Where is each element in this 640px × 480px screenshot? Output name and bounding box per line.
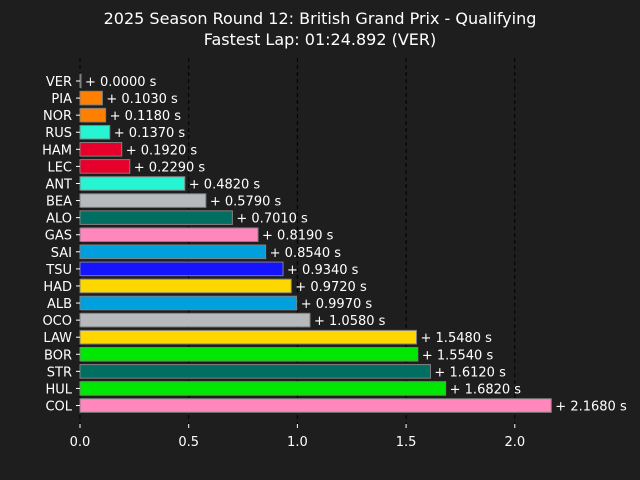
x-tick-label: 0.5: [178, 435, 199, 450]
data-label: + 0.9340 s: [287, 263, 359, 278]
category-label: HAD: [43, 280, 72, 295]
data-label: + 0.1370 s: [114, 126, 186, 141]
bar: [79, 227, 259, 243]
category-label: HAM: [42, 143, 72, 158]
data-label: + 0.2290 s: [134, 160, 206, 175]
category-label: ALB: [47, 297, 72, 312]
data-label: + 0.5790 s: [210, 195, 282, 210]
bar: [79, 107, 107, 123]
x-tick-label: 1.5: [396, 435, 417, 450]
data-label: + 0.7010 s: [236, 212, 308, 227]
category-labels: VER PIA NOR RUS HAM LEC ANT BEA ALO GAS SAI TSU HAD A…: [42, 75, 80, 415]
bar: [79, 398, 552, 413]
bar: [79, 176, 186, 191]
chart-subtitle: Fastest Lap: 01:24.892 (VER): [204, 30, 437, 49]
bar: [79, 193, 207, 208]
data-label: + 0.8540 s: [270, 246, 342, 261]
category-label: ANT: [45, 177, 72, 192]
category-label: OCO: [42, 314, 72, 329]
bar: [79, 381, 447, 396]
category-label: BOR: [44, 348, 72, 363]
data-label: + 0.1030 s: [106, 92, 178, 107]
data-label: + 0.8190 s: [262, 229, 334, 244]
category-label: PIA: [51, 92, 72, 107]
bar: [79, 210, 233, 225]
chart-title: 2025 Season Round 12: British Grand Prix…: [104, 9, 537, 28]
value-labels: + 0.0000 s + 0.1030 s + 0.1180 s + 0.1370 s…: [85, 75, 627, 415]
data-label: + 1.6820 s: [450, 382, 522, 397]
bar: [79, 364, 431, 379]
bars-group: [79, 73, 552, 413]
category-label: NOR: [43, 109, 72, 124]
data-label: + 0.9970 s: [301, 297, 373, 312]
category-label: BEA: [46, 195, 72, 210]
category-label: VER: [46, 75, 72, 90]
data-label: + 0.4820 s: [189, 177, 261, 192]
category-label: ALO: [46, 212, 72, 227]
data-label: + 1.0580 s: [314, 314, 386, 329]
bar: [79, 124, 111, 140]
category-label: LAW: [43, 331, 72, 346]
bar: [79, 261, 284, 277]
bar: [79, 346, 419, 362]
data-label: + 0.1180 s: [110, 109, 182, 124]
x-tick-label: 1.0: [287, 435, 308, 450]
category-label: STR: [47, 365, 72, 380]
category-label: TSU: [45, 263, 72, 278]
bar: [79, 312, 311, 328]
bar: [79, 90, 103, 106]
category-label: LEC: [47, 160, 72, 175]
category-label: GAS: [45, 229, 72, 244]
category-label: RUS: [45, 126, 72, 141]
x-tick-label: 2.0: [504, 435, 525, 450]
bar: [79, 244, 267, 260]
data-label: + 1.6120 s: [434, 365, 506, 380]
x-axis-ticks: 0.0 0.5 1.0 1.5 2.0: [70, 424, 525, 450]
data-label: + 1.5480 s: [421, 331, 493, 346]
bar: [79, 73, 82, 89]
bar: [79, 142, 123, 157]
data-label: + 0.9720 s: [295, 280, 367, 295]
bar: [79, 159, 131, 174]
data-label: + 0.0000 s: [85, 75, 157, 90]
x-tick-label: 0.0: [70, 435, 91, 450]
data-label: + 2.1680 s: [555, 400, 627, 415]
data-label: + 0.1920 s: [126, 143, 198, 158]
category-label: COL: [45, 400, 72, 415]
bar: [79, 329, 418, 345]
bar: [79, 278, 292, 294]
category-label: HUL: [45, 382, 72, 397]
bar: [79, 295, 298, 311]
data-label: + 1.5540 s: [422, 348, 494, 363]
category-label: SAI: [51, 246, 72, 261]
